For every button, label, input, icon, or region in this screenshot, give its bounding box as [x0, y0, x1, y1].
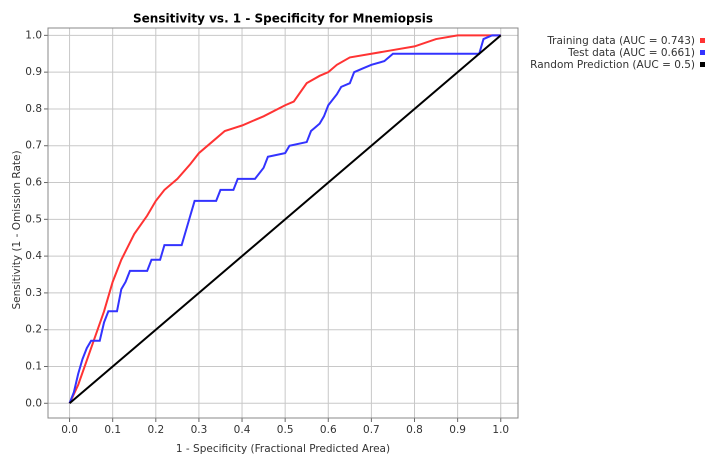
x-tick-label: 0.4 — [234, 424, 251, 436]
x-tick-label: 0.8 — [406, 424, 423, 436]
legend-swatch — [700, 50, 705, 55]
x-tick-label: 0.0 — [61, 424, 78, 436]
y-tick-label: 0.3 — [25, 287, 42, 299]
y-tick-label: 0.7 — [25, 140, 42, 152]
x-tick-label: 0.1 — [104, 424, 121, 436]
plot-border — [47, 27, 519, 419]
y-tick-label: 0.4 — [25, 250, 42, 262]
line-series — [68, 34, 502, 405]
line-series — [68, 34, 501, 404]
y-tick-label: 1.0 — [25, 29, 42, 41]
x-tick-label: 0.7 — [363, 424, 380, 436]
y-tick-label: 0.0 — [25, 397, 42, 409]
x-tick-label: 0.6 — [320, 424, 337, 436]
y-tick-label: 0.9 — [25, 66, 42, 78]
x-tick-label: 0.3 — [191, 424, 208, 436]
line-series — [68, 34, 501, 404]
y-tick-label: 0.2 — [25, 324, 42, 336]
chart-title: Sensitivity vs. 1 - Specificity for Mnem… — [133, 12, 433, 26]
y-tick-label: 0.8 — [25, 103, 42, 115]
y-tick-label: 0.5 — [25, 213, 42, 225]
legend-label: Training data (AUC = 0.743) — [546, 35, 695, 47]
x-axis-label: 1 - Specificity (Fractional Predicted Ar… — [176, 443, 390, 455]
y-axis-label: Sensitivity (1 - Omission Rate) — [11, 150, 23, 309]
y-tick-label: 0.6 — [25, 177, 42, 189]
x-tick-label: 0.9 — [449, 424, 466, 436]
plot-area — [48, 28, 518, 418]
x-tick-label: 0.2 — [147, 424, 164, 436]
x-tick-label: 0.5 — [277, 424, 294, 436]
x-tick-label: 1.0 — [492, 424, 509, 436]
legend-label: Test data (AUC = 0.661) — [567, 47, 695, 59]
legend-swatch — [700, 38, 705, 43]
legend-swatch — [700, 62, 705, 67]
y-tick-label: 0.1 — [25, 360, 42, 372]
legend-label: Random Prediction (AUC = 0.5) — [530, 59, 695, 71]
